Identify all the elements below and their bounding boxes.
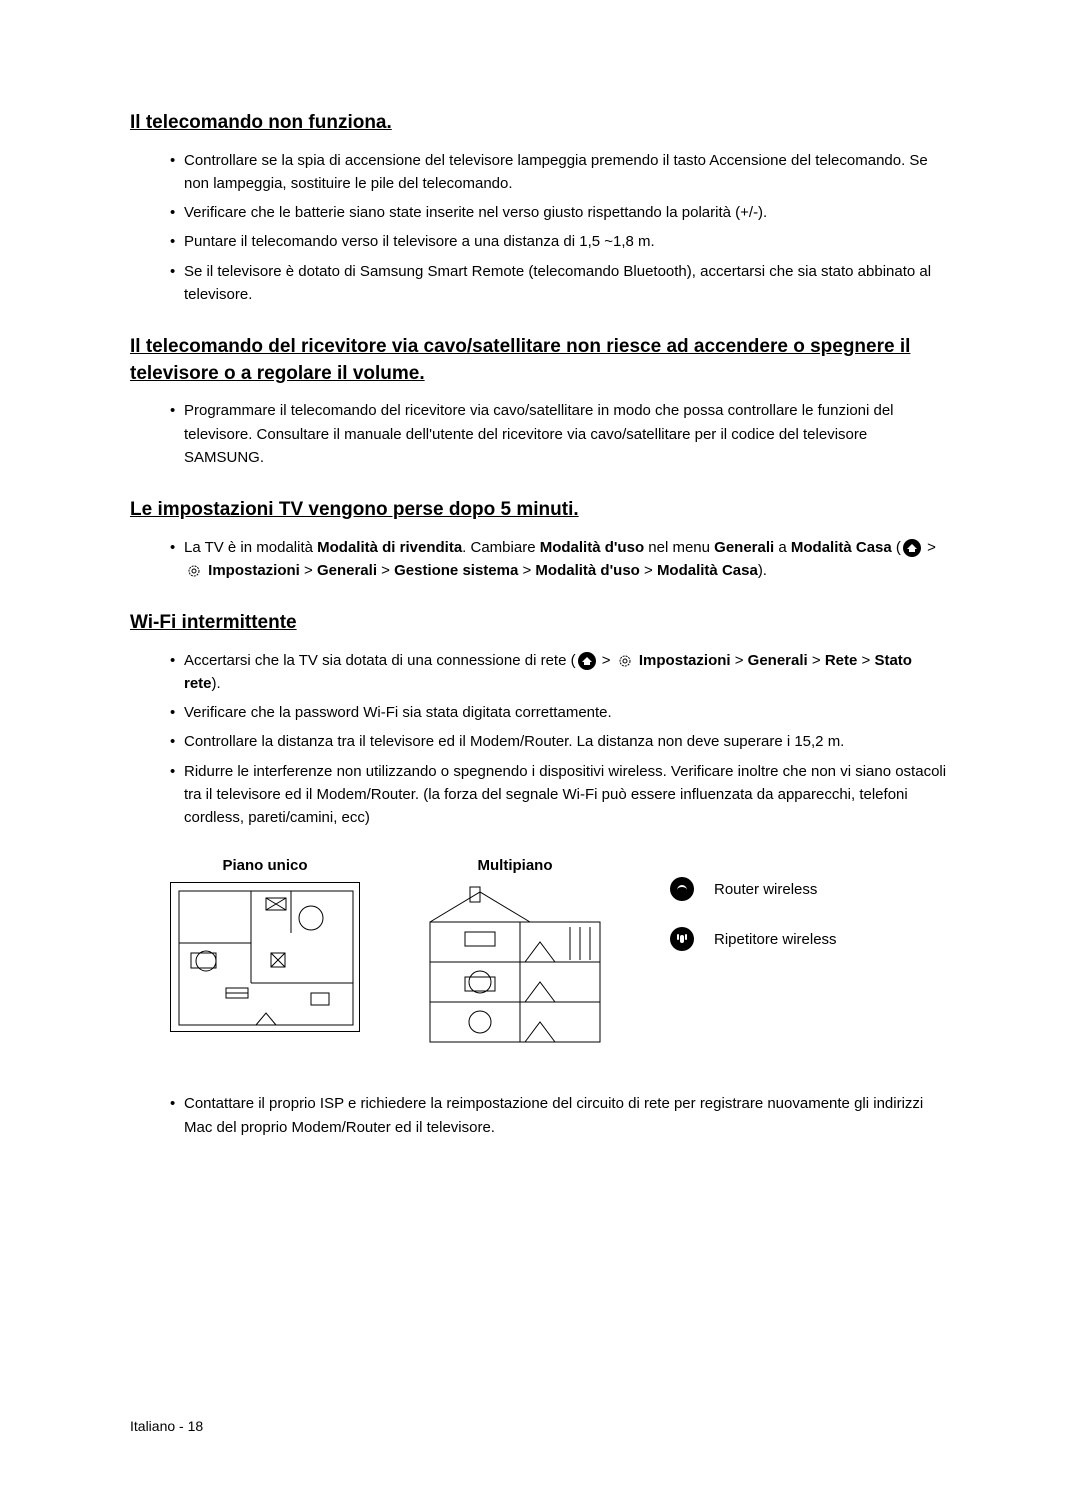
list-item: Programmare il telecomando del ricevitor… [170,399,950,469]
router-icon [670,877,694,901]
text-bold: Modalità di rivendita [317,539,462,556]
text-bold: Impostazioni [639,652,731,669]
list-item: Puntare il telecomando verso il televiso… [170,230,950,253]
legend-label: Ripetitore wireless [714,931,837,948]
list-item: Verificare che la password Wi-Fi sia sta… [170,701,950,724]
list-item: Verificare che le batterie siano state i… [170,201,950,224]
home-icon [903,539,921,557]
repeater-icon [670,927,694,951]
text-bold: Modalità d'uso [540,539,644,556]
list-wifi: Accertarsi che la TV sia dotata di una c… [130,649,950,830]
text: La TV è in modalità [184,539,317,556]
heading-wifi: Wi-Fi intermittente [130,610,950,637]
list-settings-lost: La TV è in modalità Modalità di rivendit… [130,536,950,583]
legend-label: Router wireless [714,881,817,898]
list-item: Contattare il proprio ISP e richiedere l… [170,1092,950,1139]
heading-cable-remote: Il telecomando del ricevitore via cavo/s… [130,334,950,387]
text-bold: Generali [317,562,377,579]
figure-label: Multipiano [420,857,610,874]
text-bold: Rete [825,652,858,669]
figure-label: Piano unico [170,857,360,874]
house-multi [420,882,610,1052]
text-bold: Modalità d'uso [535,562,639,579]
text-bold: Generali [714,539,774,556]
list-item: Controllare la distanza tra il televisor… [170,730,950,753]
text-bold: Generali [748,652,808,669]
text: ( [892,539,901,556]
list-item: Accertarsi che la TV sia dotata di una c… [170,649,950,696]
heading-settings-lost: Le impostazioni TV vengono perse dopo 5 … [130,497,950,524]
text: > [640,562,657,579]
text: ). [212,675,221,692]
text-bold: Impostazioni [208,562,300,579]
figure-legend: Router wireless Ripetitore wireless [670,857,837,1052]
text: a [774,539,791,556]
list-remote-not-working: Controllare se la spia di accensione del… [130,149,950,307]
list-item: La TV è in modalità Modalità di rivendit… [170,536,950,583]
text-bold: Modalità Casa [657,562,758,579]
text: . Cambiare [462,539,540,556]
text: > [300,562,317,579]
list-item: Ridurre le interferenze non utilizzando … [170,760,950,830]
list-wifi-continued: Contattare il proprio ISP e richiedere l… [130,1092,950,1139]
figure-single-floor: Piano unico [170,857,360,1052]
text-bold: Gestione sistema [394,562,518,579]
list-cable-remote: Programmare il telecomando del ricevitor… [130,399,950,469]
figures-row: Piano unico Multipiano [170,857,950,1052]
home-icon [578,652,596,670]
floorplan-single [170,882,360,1032]
heading-remote-not-working: Il telecomando non funziona. [130,110,950,137]
text-bold: Modalità Casa [791,539,892,556]
text: > [518,562,535,579]
legend-router: Router wireless [670,877,837,901]
gear-icon [617,653,633,669]
text: > [377,562,394,579]
list-item: Se il televisore è dotato di Samsung Sma… [170,260,950,307]
text: ). [758,562,767,579]
legend-repeater: Ripetitore wireless [670,927,837,951]
page-footer: Italiano - 18 [130,1418,203,1434]
text: nel menu [644,539,714,556]
figure-multi-floor: Multipiano [420,857,610,1052]
list-item: Controllare se la spia di accensione del… [170,149,950,196]
text: Accertarsi che la TV sia dotata di una c… [184,652,576,669]
gear-icon [186,563,202,579]
